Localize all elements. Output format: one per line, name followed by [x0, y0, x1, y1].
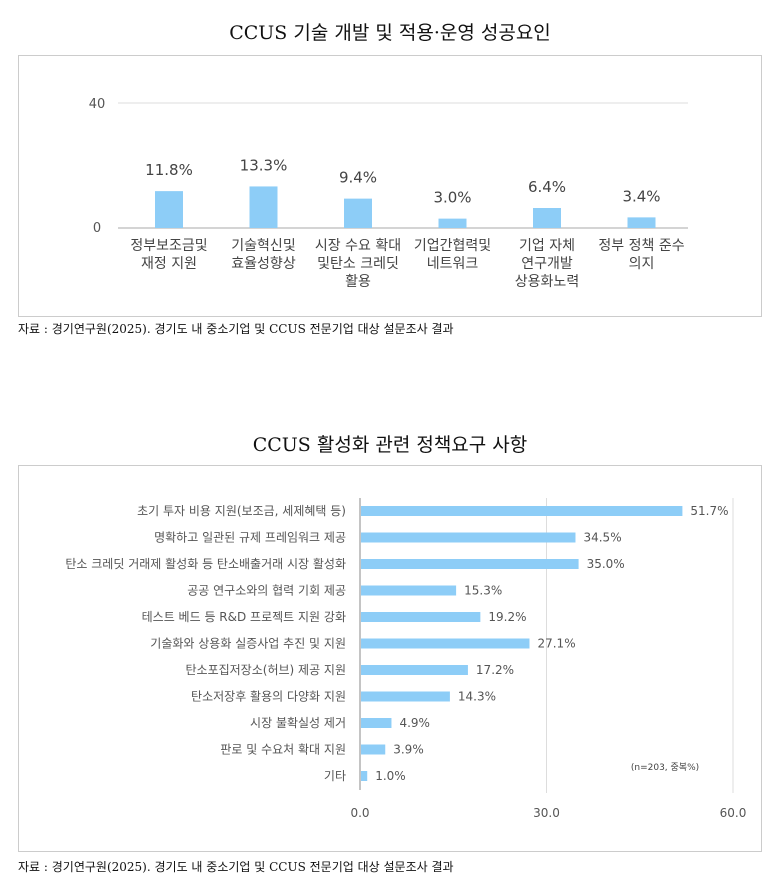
category-label: 탄소포집저장소(허브) 제공 지원	[185, 663, 346, 677]
chart2: 0.0 30.0 60.0 51.7% 초기 투자 비용 지원(보조금, 세제혜택 등)…	[65, 498, 747, 820]
bar	[361, 665, 468, 675]
data-label: 19.2%	[488, 610, 526, 624]
bar	[361, 771, 368, 781]
category-label: 기업 자체	[519, 238, 575, 254]
y-tick-label: 0	[93, 221, 101, 236]
category-label: 효율성향상	[231, 256, 296, 272]
chart2-title: CCUS 활성화 관련 정책요구 사항	[252, 434, 528, 456]
category-label: 기술혁신및	[231, 238, 295, 254]
sample-note: (n=203, 중복%)	[631, 762, 699, 773]
category-label: 의지	[629, 256, 655, 272]
data-label: 51.7%	[690, 504, 728, 518]
category-label: 공공 연구소와의 협력 기회 제공	[187, 584, 346, 598]
bar	[155, 191, 183, 228]
category-label: 및탄소 크레딧	[317, 256, 399, 272]
bar	[533, 208, 561, 228]
category-label: 초기 투자 비용 지원(보조금, 세제혜택 등)	[137, 504, 346, 518]
data-label: 1.0%	[375, 769, 406, 783]
data-label: 3.9%	[393, 743, 424, 757]
data-label: 6.4%	[528, 178, 566, 196]
bar	[361, 506, 683, 516]
category-label: 재정 지원	[141, 256, 197, 272]
category-label: 활용	[345, 274, 371, 290]
bar	[627, 217, 656, 228]
category-label: 탄소 크레딧 거래제 활성화 등 탄소배출거래 시장 활성화	[65, 557, 346, 571]
y-tick-label: 40	[89, 97, 106, 112]
data-label: 34.5%	[583, 531, 621, 545]
bar	[361, 585, 457, 596]
bar	[344, 198, 372, 228]
category-label: 테스트 베드 등 R&D 프로젝트 지원 강화	[142, 610, 346, 624]
category-label: 기타	[324, 769, 346, 783]
category-label: 탄소저장후 활용의 다양화 지원	[191, 690, 346, 704]
data-label: 11.8%	[145, 161, 193, 179]
data-label: 13.3%	[240, 156, 288, 174]
bar	[361, 559, 579, 569]
data-label: 4.9%	[399, 716, 430, 730]
x-tick-label: 30.0	[533, 806, 560, 820]
bar	[361, 744, 386, 755]
bar	[361, 532, 576, 543]
chart2-source: 자료 : 경기연구원(2025). 경기도 내 중소기업 및 CCUS 전문기업…	[18, 860, 454, 874]
category-label: 네트워크	[427, 256, 479, 272]
category-label: 정부 정책 준수	[598, 238, 684, 254]
category-label: 판로 및 수요처 확대 지원	[220, 743, 346, 757]
data-label: 17.2%	[476, 663, 514, 677]
category-label: 연구개발	[521, 256, 573, 272]
category-label: 시장 수요 확대	[315, 238, 401, 254]
data-label: 35.0%	[587, 557, 625, 571]
category-label: 정부보조금및	[130, 238, 207, 254]
bar	[361, 612, 481, 622]
chart1-source: 자료 : 경기연구원(2025). 경기도 내 중소기업 및 CCUS 전문기업…	[18, 322, 454, 336]
bar	[361, 691, 450, 702]
bar	[361, 638, 530, 649]
x-tick-label: 0.0	[350, 806, 369, 820]
data-label: 14.3%	[458, 690, 496, 704]
chart1-frame	[18, 55, 762, 317]
data-label: 3.0%	[433, 189, 471, 207]
category-label: 명확하고 일관된 규제 프레임워크 제공	[154, 531, 346, 545]
category-label: 상용화노력	[515, 274, 579, 290]
data-label: 15.3%	[464, 584, 502, 598]
chart2-frame	[18, 465, 762, 852]
data-label: 3.4%	[622, 187, 660, 205]
category-label: 기업간협력및	[414, 238, 491, 254]
category-label: 시장 불확실성 제거	[250, 716, 346, 730]
bar	[361, 718, 392, 728]
data-label: 27.1%	[537, 637, 575, 651]
bar	[438, 218, 467, 228]
x-tick-label: 60.0	[720, 806, 747, 820]
data-label: 9.4%	[339, 169, 377, 187]
bar	[249, 186, 278, 228]
chart1-title: CCUS 기술 개발 및 적용·운영 성공요인	[229, 22, 551, 44]
category-label: 기술화와 상용화 실증사업 추진 및 지원	[150, 637, 346, 651]
